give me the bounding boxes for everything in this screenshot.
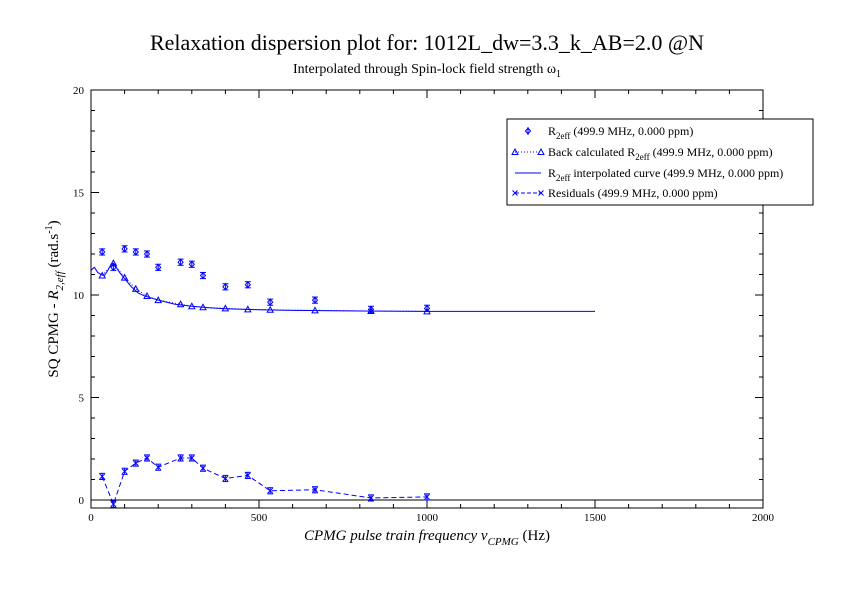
- y-axis-label-close: ): [46, 220, 62, 225]
- legend-label: Residuals (499.9 MHz, 0.000 ppm): [548, 186, 718, 200]
- legend: R2eff (499.9 MHz, 0.000 ppm)Back calcula…: [506, 118, 814, 206]
- interpolated-curve-line: [90, 262, 595, 312]
- r2eff-point: [132, 248, 139, 256]
- residual-point: [132, 460, 139, 466]
- legend-label-rest: (499.9 MHz, 0.000 ppm): [650, 145, 773, 159]
- y-axis-label-unit: (rad.s: [46, 234, 62, 272]
- x-axis-label-unit: (Hz): [519, 528, 550, 544]
- legend-triangle-marker: [511, 147, 519, 155]
- x-axis-label-sub: CPMG: [488, 536, 519, 548]
- residual-point: [144, 455, 150, 461]
- residual-point: [368, 495, 374, 501]
- x-tick-label: 1500: [584, 512, 607, 524]
- legend-label-rest: (499.9 MHz, 0.000 ppm): [570, 124, 693, 138]
- series-layer: [90, 245, 595, 508]
- y-axis-label-sub: 2,eff: [54, 269, 66, 290]
- legend-label: R2eff (499.9 MHz, 0.000 ppm): [548, 124, 693, 141]
- residual-point: [121, 468, 128, 475]
- legend-label-main: R: [548, 166, 556, 180]
- legend-items: R2eff (499.9 MHz, 0.000 ppm)Back calcula…: [511, 124, 783, 200]
- r2eff-point: [244, 280, 251, 289]
- legend-diamond-marker: [524, 127, 532, 135]
- legend-item-3: Residuals (499.9 MHz, 0.000 ppm): [512, 186, 718, 200]
- chart-subtitle-sub: 1: [556, 69, 561, 80]
- back-calculated-line: [101, 262, 428, 312]
- legend-label: R2eff interpolated curve (499.9 MHz, 0.0…: [548, 166, 783, 183]
- legend-label-main: R: [548, 124, 556, 138]
- y-axis-label-r: R: [46, 290, 62, 300]
- x-tick-label: 2000: [752, 512, 775, 524]
- legend-label-rest: interpolated curve (499.9 MHz, 0.000 ppm…: [570, 166, 783, 180]
- axis-ticks: 0 500 1000 1500 2000 0 5 10 15 20: [73, 85, 775, 524]
- residual-point: [155, 464, 162, 471]
- series-1: [98, 259, 431, 315]
- r2eff-point: [367, 305, 375, 314]
- legend-label-main: Residuals: [548, 186, 595, 200]
- residual-point: [312, 486, 318, 493]
- legend-box: [506, 118, 814, 206]
- legend-item-0: R2eff (499.9 MHz, 0.000 ppm): [524, 124, 693, 141]
- r2eff-point: [143, 250, 151, 258]
- legend-item-1: Back calculated R2eff (499.9 MHz, 0.000 …: [511, 145, 773, 162]
- residual-point: [188, 455, 195, 461]
- x-axis-label: CPMG pulse train frequency νCPMG (Hz): [304, 528, 550, 548]
- legend-label-sub: 2eff: [556, 173, 570, 183]
- x-tick-label: 1000: [416, 512, 439, 524]
- series-2: [90, 262, 595, 312]
- y-tick-label: 0: [79, 495, 85, 507]
- legend-x-marker: [538, 190, 544, 196]
- legend-label-sub: 2eff: [635, 152, 649, 162]
- residual-point: [222, 475, 229, 482]
- residual-point: [200, 465, 206, 472]
- x-tick-label: 0: [88, 512, 94, 524]
- y-tick-label: 20: [73, 85, 85, 97]
- chart-title: Relaxation dispersion plot for: 1012L_dw…: [150, 30, 704, 55]
- r2eff-point: [99, 248, 106, 256]
- back-calculated-point: [221, 304, 230, 312]
- y-tick-label: 15: [73, 188, 85, 200]
- r2eff-point: [177, 258, 184, 266]
- back-calculated-point: [109, 259, 118, 267]
- legend-label-rest: (499.9 MHz, 0.000 ppm): [595, 186, 718, 200]
- back-calculated-point: [176, 300, 185, 308]
- r2eff-point: [222, 283, 229, 291]
- residual-point: [424, 494, 430, 500]
- y-axis-label-prefix: SQ CPMG -: [46, 300, 62, 378]
- series-3: [99, 454, 430, 508]
- legend-item-2: R2eff interpolated curve (499.9 MHz, 0.0…: [515, 166, 783, 183]
- r2eff-point: [121, 245, 128, 253]
- residual-point: [177, 455, 184, 461]
- x-tick-label: 500: [251, 512, 268, 524]
- legend-label-main: Back calculated R: [548, 145, 635, 159]
- residual-point: [244, 472, 251, 479]
- series-0: [99, 245, 431, 314]
- residual-point: [267, 487, 274, 494]
- y-axis-label: SQ CPMG - R2,eff (rad.s-1): [44, 220, 66, 377]
- residuals-line: [101, 457, 428, 506]
- chart-subtitle-main: Interpolated through Spin-lock field str…: [293, 62, 556, 77]
- legend-label-sub: 2eff: [556, 131, 570, 141]
- legend-label: Back calculated R2eff (499.9 MHz, 0.000 …: [548, 145, 773, 162]
- r2eff-point: [199, 271, 207, 280]
- residual-point: [110, 501, 117, 507]
- y-tick-label: 5: [79, 393, 85, 405]
- legend-triangle-marker: [537, 147, 545, 155]
- residual-point: [99, 473, 106, 480]
- r2eff-point: [267, 298, 274, 306]
- x-axis-label-main: CPMG pulse train frequency ν: [304, 528, 488, 544]
- r2eff-point: [155, 263, 162, 272]
- y-tick-label: 10: [73, 290, 85, 302]
- chart-subtitle: Interpolated through Spin-lock field str…: [293, 62, 561, 80]
- r2eff-point: [188, 260, 195, 269]
- y-axis-label-sup: -1: [44, 225, 55, 233]
- legend-x-marker: [512, 190, 518, 196]
- r2eff-point: [311, 296, 319, 304]
